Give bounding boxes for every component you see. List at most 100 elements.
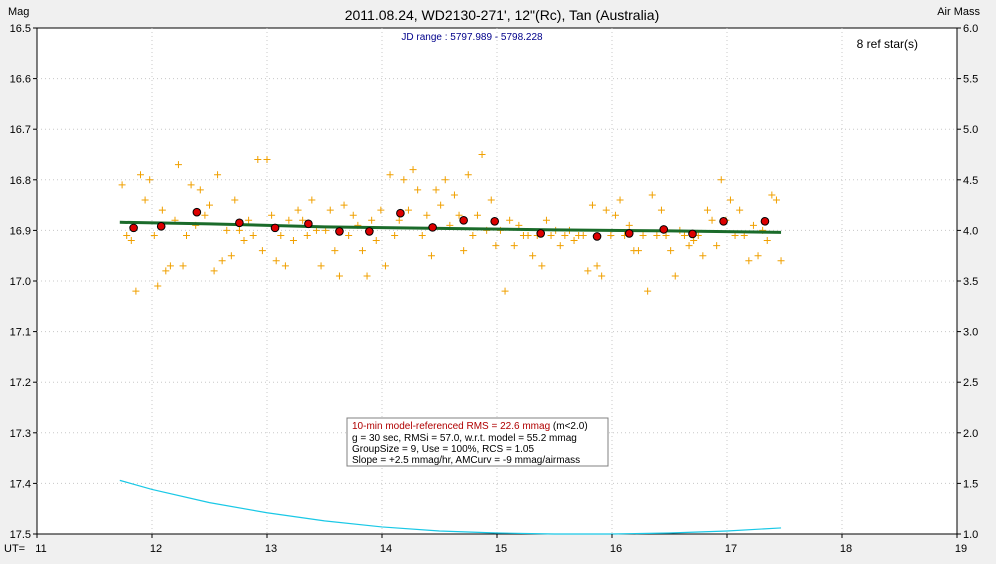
data-point [478, 151, 486, 158]
data-point [464, 171, 472, 179]
data-point [158, 206, 166, 214]
data-point [245, 216, 253, 224]
data-point [187, 181, 195, 189]
data-point [368, 216, 376, 224]
data-point [584, 267, 592, 275]
group-mean-point [719, 216, 728, 226]
y-axis-label-right: Air Mass [937, 6, 980, 18]
data-point [372, 237, 380, 245]
data-point [210, 267, 218, 275]
info-line-2: g = 30 sec, RMSi = 57.0, w.r.t. model = … [352, 433, 577, 444]
y-tick-label-left: 17.2 [10, 377, 31, 389]
data-point [667, 247, 675, 255]
data-point [460, 247, 468, 255]
info-rms: 10-min model-referenced RMS = 22.6 mmag [352, 421, 550, 432]
data-point [386, 171, 394, 179]
y-tick-label-left: 17.0 [10, 276, 31, 288]
data-point [206, 201, 213, 209]
data-point [249, 231, 257, 239]
data-point [154, 282, 162, 290]
data-point [345, 231, 353, 239]
data-point [146, 176, 154, 184]
data-point [607, 231, 615, 239]
y-axis-label-left: Mag [8, 6, 29, 18]
data-point [218, 257, 226, 265]
ref-star-count: 8 ref star(s) [857, 37, 918, 51]
y-tick-label-right: 5.5 [963, 74, 978, 86]
y-tick-label-left: 17.3 [10, 428, 31, 440]
y-tick-label-left: 17.4 [10, 478, 31, 490]
x-tick-label: 19 [955, 543, 967, 555]
data-point [634, 247, 642, 255]
data-point [299, 216, 307, 224]
y-tick-label-right: 4.5 [963, 175, 978, 187]
y-tick-label-left: 17.5 [10, 529, 31, 541]
x-tick-label: 17 [725, 543, 737, 555]
y-tick-label-right: 5.0 [963, 124, 978, 136]
model-line [119, 220, 782, 234]
data-point [150, 231, 158, 239]
data-point [137, 171, 144, 179]
group-mean-point [365, 227, 374, 236]
data-point [127, 237, 135, 245]
axes: 11 12 13 14 15 16 17 18 19 16.5 16.6 16.7 16.8 16.9 17… [10, 23, 979, 555]
data-point [281, 262, 289, 270]
data-point [308, 196, 316, 204]
group-mean-point [235, 218, 244, 228]
data-point [174, 161, 182, 169]
data-point [227, 252, 235, 260]
airmass-line [119, 479, 782, 535]
x-tick-label: 15 [495, 543, 507, 555]
data-point [602, 206, 610, 214]
data-point [432, 186, 440, 194]
data-point [358, 247, 366, 255]
data-point [331, 247, 339, 255]
data-point [588, 201, 596, 209]
group-mean-point [192, 207, 202, 217]
data-point [713, 242, 721, 250]
data-point [214, 171, 222, 179]
data-point [162, 267, 170, 275]
data-point [391, 231, 399, 239]
data-point [414, 186, 422, 194]
group-mean-point [156, 222, 166, 231]
data-point [703, 206, 711, 214]
data-point [547, 231, 555, 239]
individual-points-series [118, 151, 785, 295]
x-tick-label: 13 [265, 543, 277, 555]
y-tick-label-right: 2.0 [963, 428, 978, 440]
y-tick-label-left: 16.8 [10, 175, 31, 187]
data-point [736, 206, 744, 214]
data-point [662, 231, 670, 239]
data-point [450, 191, 458, 199]
data-point [400, 176, 408, 184]
y-tick-label-left: 16.6 [10, 74, 31, 86]
data-point [763, 237, 771, 245]
x-axis-prefix-label: UT= [4, 543, 25, 555]
group-means-series [129, 207, 770, 241]
data-point [395, 216, 403, 224]
data-point [579, 231, 587, 239]
data-point [777, 257, 785, 265]
data-point [745, 257, 753, 265]
data-point [326, 206, 334, 214]
data-point [166, 262, 174, 270]
info-box-frame [346, 417, 609, 467]
chart-title: 2011.08.24, WD2130-271', 12"(Rc), Tan (A… [345, 7, 660, 23]
data-point [381, 262, 389, 270]
data-point [201, 211, 209, 219]
data-point [363, 272, 371, 280]
group-mean-point [335, 227, 344, 236]
data-point [196, 186, 204, 194]
data-point [653, 231, 661, 239]
data-point [598, 272, 606, 280]
data-point [272, 257, 280, 265]
chart-subtitle: JD range : 5797.989 - 5798.228 [401, 32, 543, 43]
data-point [118, 181, 126, 189]
y-tick-label-right: 6.0 [963, 23, 978, 35]
data-point [538, 262, 546, 270]
data-point [285, 216, 293, 224]
x-tick-label: 11 [35, 543, 46, 555]
data-point [141, 196, 149, 204]
